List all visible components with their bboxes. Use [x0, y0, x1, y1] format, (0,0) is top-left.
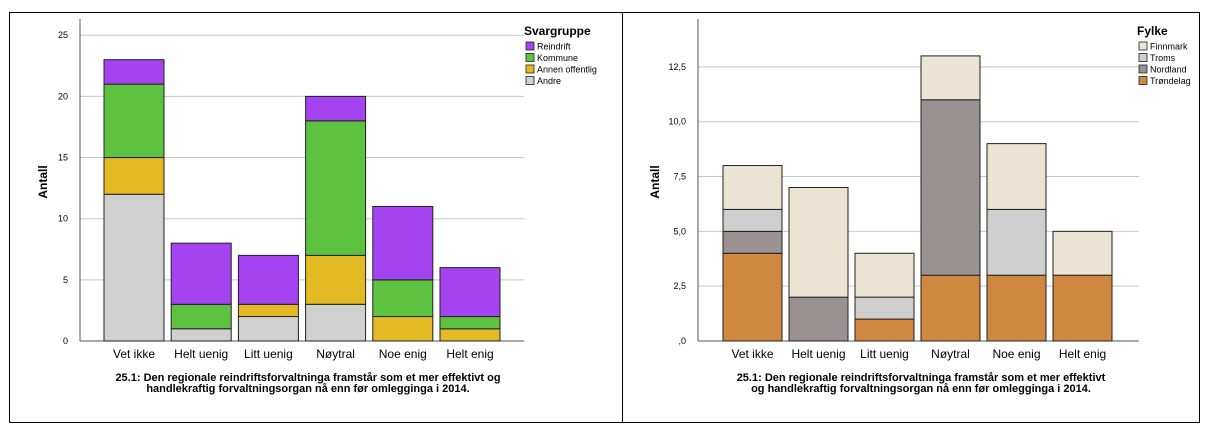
bar-segment-finnmark: [788, 186, 849, 298]
bar-segment-troms: [854, 296, 915, 320]
y-tick-label: 5,0: [673, 226, 686, 236]
x-tick-label: Nøytral: [316, 347, 355, 361]
bar-segment-finnmark: [986, 143, 1047, 210]
x-tick-label: Helt uenig: [791, 347, 845, 361]
y-axis-label: Antall: [648, 165, 662, 198]
legend-swatch: [525, 53, 535, 62]
bar-segment-trøndelag: [854, 318, 915, 342]
legend-swatch: [525, 41, 535, 51]
y-tick-label: 2,5: [673, 281, 686, 291]
bar-segment-kommune: [305, 120, 367, 256]
bar-segment-finnmark: [722, 165, 783, 210]
chart-caption: handlekraftig forvaltningsorgan nå enn f…: [146, 383, 469, 395]
legend-swatch: [525, 76, 535, 85]
legend-title: Svargruppe: [524, 24, 591, 38]
bar-segment-trøndelag: [722, 252, 783, 342]
bar-segment-reindrift: [439, 267, 501, 318]
bar-segment-kommune: [103, 83, 165, 159]
legend-title: Fylke: [1137, 24, 1168, 38]
chart-caption: og handlekraftig forvaltningsorgan nå en…: [751, 383, 1091, 395]
bar-segment-nordland: [788, 296, 849, 342]
bar-segment-reindrift: [237, 254, 299, 305]
bar-segment-troms: [722, 208, 783, 232]
chart-svargruppe: 0 5 10 15 20 25 Vet ikke Helt uenig Litt uenig Nø…: [36, 19, 597, 395]
y-tick-label: 12,5: [668, 62, 686, 72]
chart-panel-svargruppe: 0 5 10 15 20 25 Vet ikke Helt uenig Litt uenig Nø…: [9, 12, 622, 423]
bar-segment-andre: [237, 316, 299, 342]
y-tick-label: 10: [58, 214, 68, 224]
bar-segment-andre: [103, 193, 165, 342]
x-tick-label: Helt uenig: [174, 347, 228, 361]
bar-segment-annen-offentlig: [237, 303, 299, 318]
y-tick-label: 25: [58, 30, 68, 40]
y-tick-label: ,0: [678, 336, 686, 346]
bar-segment-reindrift: [305, 95, 367, 122]
x-tick-label: Noe enig: [379, 347, 427, 361]
legend-swatch: [1138, 64, 1148, 74]
x-tick-label: Vet ikke: [731, 347, 773, 361]
y-tick-label: 10,0: [668, 117, 686, 127]
y-tick-label: 15: [58, 153, 68, 163]
bar-segment-reindrift: [170, 242, 232, 305]
x-tick-label: Helt enig: [1059, 347, 1106, 361]
legend-label: Nordland: [1150, 65, 1187, 75]
y-axis-label: Antall: [36, 165, 50, 198]
legend-label: Annen offentlig: [537, 65, 597, 75]
x-tick-label: Nøytral: [931, 347, 970, 361]
legend-label: Finnmark: [1150, 42, 1188, 52]
bar-segment-troms: [986, 208, 1047, 276]
bar-segment-nordland: [722, 230, 783, 254]
x-tick-label: Noe enig: [992, 347, 1040, 361]
legend-label: Andre: [537, 76, 561, 86]
x-tick-label: Vet ikke: [113, 347, 155, 361]
legend-label: Reindrift: [537, 42, 571, 52]
bar-segment-finnmark: [1052, 230, 1113, 276]
x-tick-label: Helt enig: [446, 347, 493, 361]
x-tick-label: Litt uenig: [244, 347, 293, 361]
bar-segment-trøndelag: [1052, 274, 1113, 342]
legend-label: Troms: [1150, 53, 1176, 63]
y-tick-label: 5: [63, 275, 68, 285]
y-tick-label: 20: [58, 91, 68, 101]
chart-fylke: ,0 2,5 5,0 7,5 10,0 12,5 Vet ikke Helt uenig Lit…: [648, 19, 1191, 395]
legend-swatch: [1138, 76, 1148, 85]
bar-segment-finnmark: [854, 252, 915, 298]
bar-segment-annen-offentlig: [103, 157, 165, 195]
y-tick-label: 0: [63, 336, 68, 346]
chart-caption: 25.1: Den regionale reindriftsforvaltnin…: [115, 372, 500, 384]
bar-segment-reindrift: [103, 59, 165, 85]
legend-swatch: [525, 64, 535, 74]
bar-segment-finnmark: [920, 55, 981, 101]
chart-panel-fylke: ,0 2,5 5,0 7,5 10,0 12,5 Vet ikke Helt uenig Lit…: [622, 12, 1200, 423]
bar-segment-reindrift: [372, 205, 434, 281]
x-tick-label: Litt uenig: [860, 347, 909, 361]
bar-segment-kommune: [372, 279, 434, 318]
chart-caption: 25.1: Den regionale reindriftsforvaltnin…: [737, 372, 1106, 384]
bar-segment-trøndelag: [986, 274, 1047, 342]
bar-segment-andre: [170, 328, 232, 342]
legend-label: Kommune: [537, 53, 578, 63]
legend-swatch: [1138, 41, 1148, 51]
bar-segment-annen-offentlig: [372, 316, 434, 342]
y-tick-label: 7,5: [673, 172, 686, 182]
legend-label: Trøndelag: [1150, 76, 1191, 86]
bar-segment-trøndelag: [920, 274, 981, 342]
bar-segment-andre: [305, 303, 367, 342]
legend-swatch: [1138, 53, 1148, 62]
bar-segment-annen-offentlig: [305, 254, 367, 305]
bar-segment-kommune: [170, 303, 232, 330]
bar-segment-nordland: [920, 99, 981, 276]
bar-segment-kommune: [439, 316, 501, 330]
bar-segment-annen-offentlig: [439, 328, 501, 342]
